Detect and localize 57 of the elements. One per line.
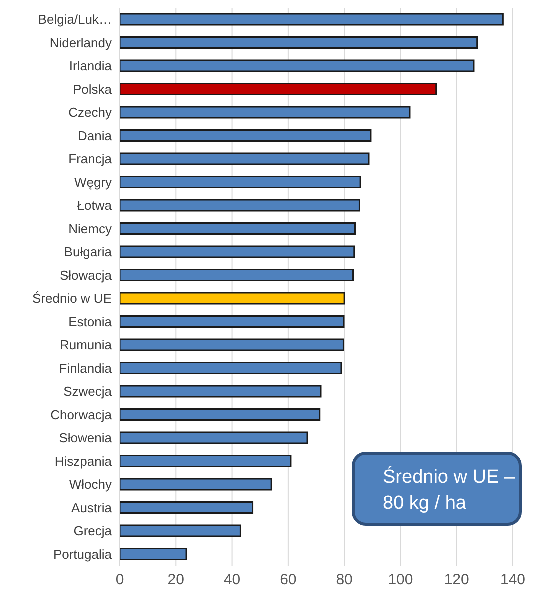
y-tick-label: Bułgaria xyxy=(64,244,113,260)
y-tick-label: Słowenia xyxy=(59,430,113,446)
y-tick-label: Estonia xyxy=(68,314,113,330)
y-tick-label: Łotwa xyxy=(77,198,113,214)
y-tick-label: Portugalia xyxy=(53,546,113,562)
bar xyxy=(120,269,354,282)
bar xyxy=(120,385,322,398)
x-tick-label: 80 xyxy=(336,572,353,589)
bar xyxy=(120,502,254,514)
y-tick-label: Polska xyxy=(72,82,113,97)
y-tick-label: Szwecja xyxy=(64,384,113,400)
y-tick-label: Belgia/Luk… xyxy=(38,12,112,28)
y-tick-label: Węgry xyxy=(74,174,112,190)
annotation: Średnio w UE – 80 kg / ha xyxy=(352,452,522,526)
y-tick-label: Dania xyxy=(78,128,113,144)
y-tick-label: Chorwacja xyxy=(50,407,113,422)
y-tick-label: Grecja xyxy=(74,524,113,539)
bar xyxy=(120,199,360,212)
bar xyxy=(120,246,356,258)
bar xyxy=(120,60,475,72)
bar xyxy=(120,548,188,560)
bar xyxy=(120,83,438,96)
bar xyxy=(120,455,292,468)
x-tick-label: 100 xyxy=(388,572,414,589)
bar xyxy=(120,478,272,491)
bar xyxy=(120,36,478,49)
y-tick-label: Irlandia xyxy=(69,58,113,74)
bar xyxy=(120,316,345,328)
bar xyxy=(120,13,504,26)
y-tick-label: Czechy xyxy=(68,105,112,120)
bar xyxy=(120,176,362,188)
bar xyxy=(120,524,242,538)
x-tick-label: 20 xyxy=(168,572,184,589)
x-tick-label: 40 xyxy=(224,572,241,589)
x-tick-label: 60 xyxy=(280,572,297,589)
bar xyxy=(120,432,308,444)
y-tick-label: Rumunia xyxy=(60,338,113,353)
bar xyxy=(120,130,372,142)
x-tick-label: 120 xyxy=(444,572,470,589)
bar xyxy=(120,338,344,352)
bar xyxy=(120,152,370,166)
y-tick-label: Austria xyxy=(72,500,113,516)
y-tick-label: Francja xyxy=(68,152,113,167)
bar xyxy=(120,362,342,374)
bar xyxy=(120,222,356,235)
y-tick-label: Niemcy xyxy=(68,221,112,236)
y-tick-label: Hiszpania xyxy=(54,454,113,469)
y-tick-label: Niderlandy xyxy=(50,35,112,50)
y-tick-label: Słowacja xyxy=(60,268,113,283)
y-tick-label: Średnio w UE xyxy=(32,291,112,306)
bar xyxy=(120,408,321,421)
x-tick-label: 140 xyxy=(500,572,526,589)
y-tick-label: Finlandia xyxy=(59,360,113,376)
x-tick-label: 0 xyxy=(116,572,124,589)
bar xyxy=(120,292,346,305)
y-tick-label: Włochy xyxy=(69,477,112,492)
bar xyxy=(120,106,411,119)
